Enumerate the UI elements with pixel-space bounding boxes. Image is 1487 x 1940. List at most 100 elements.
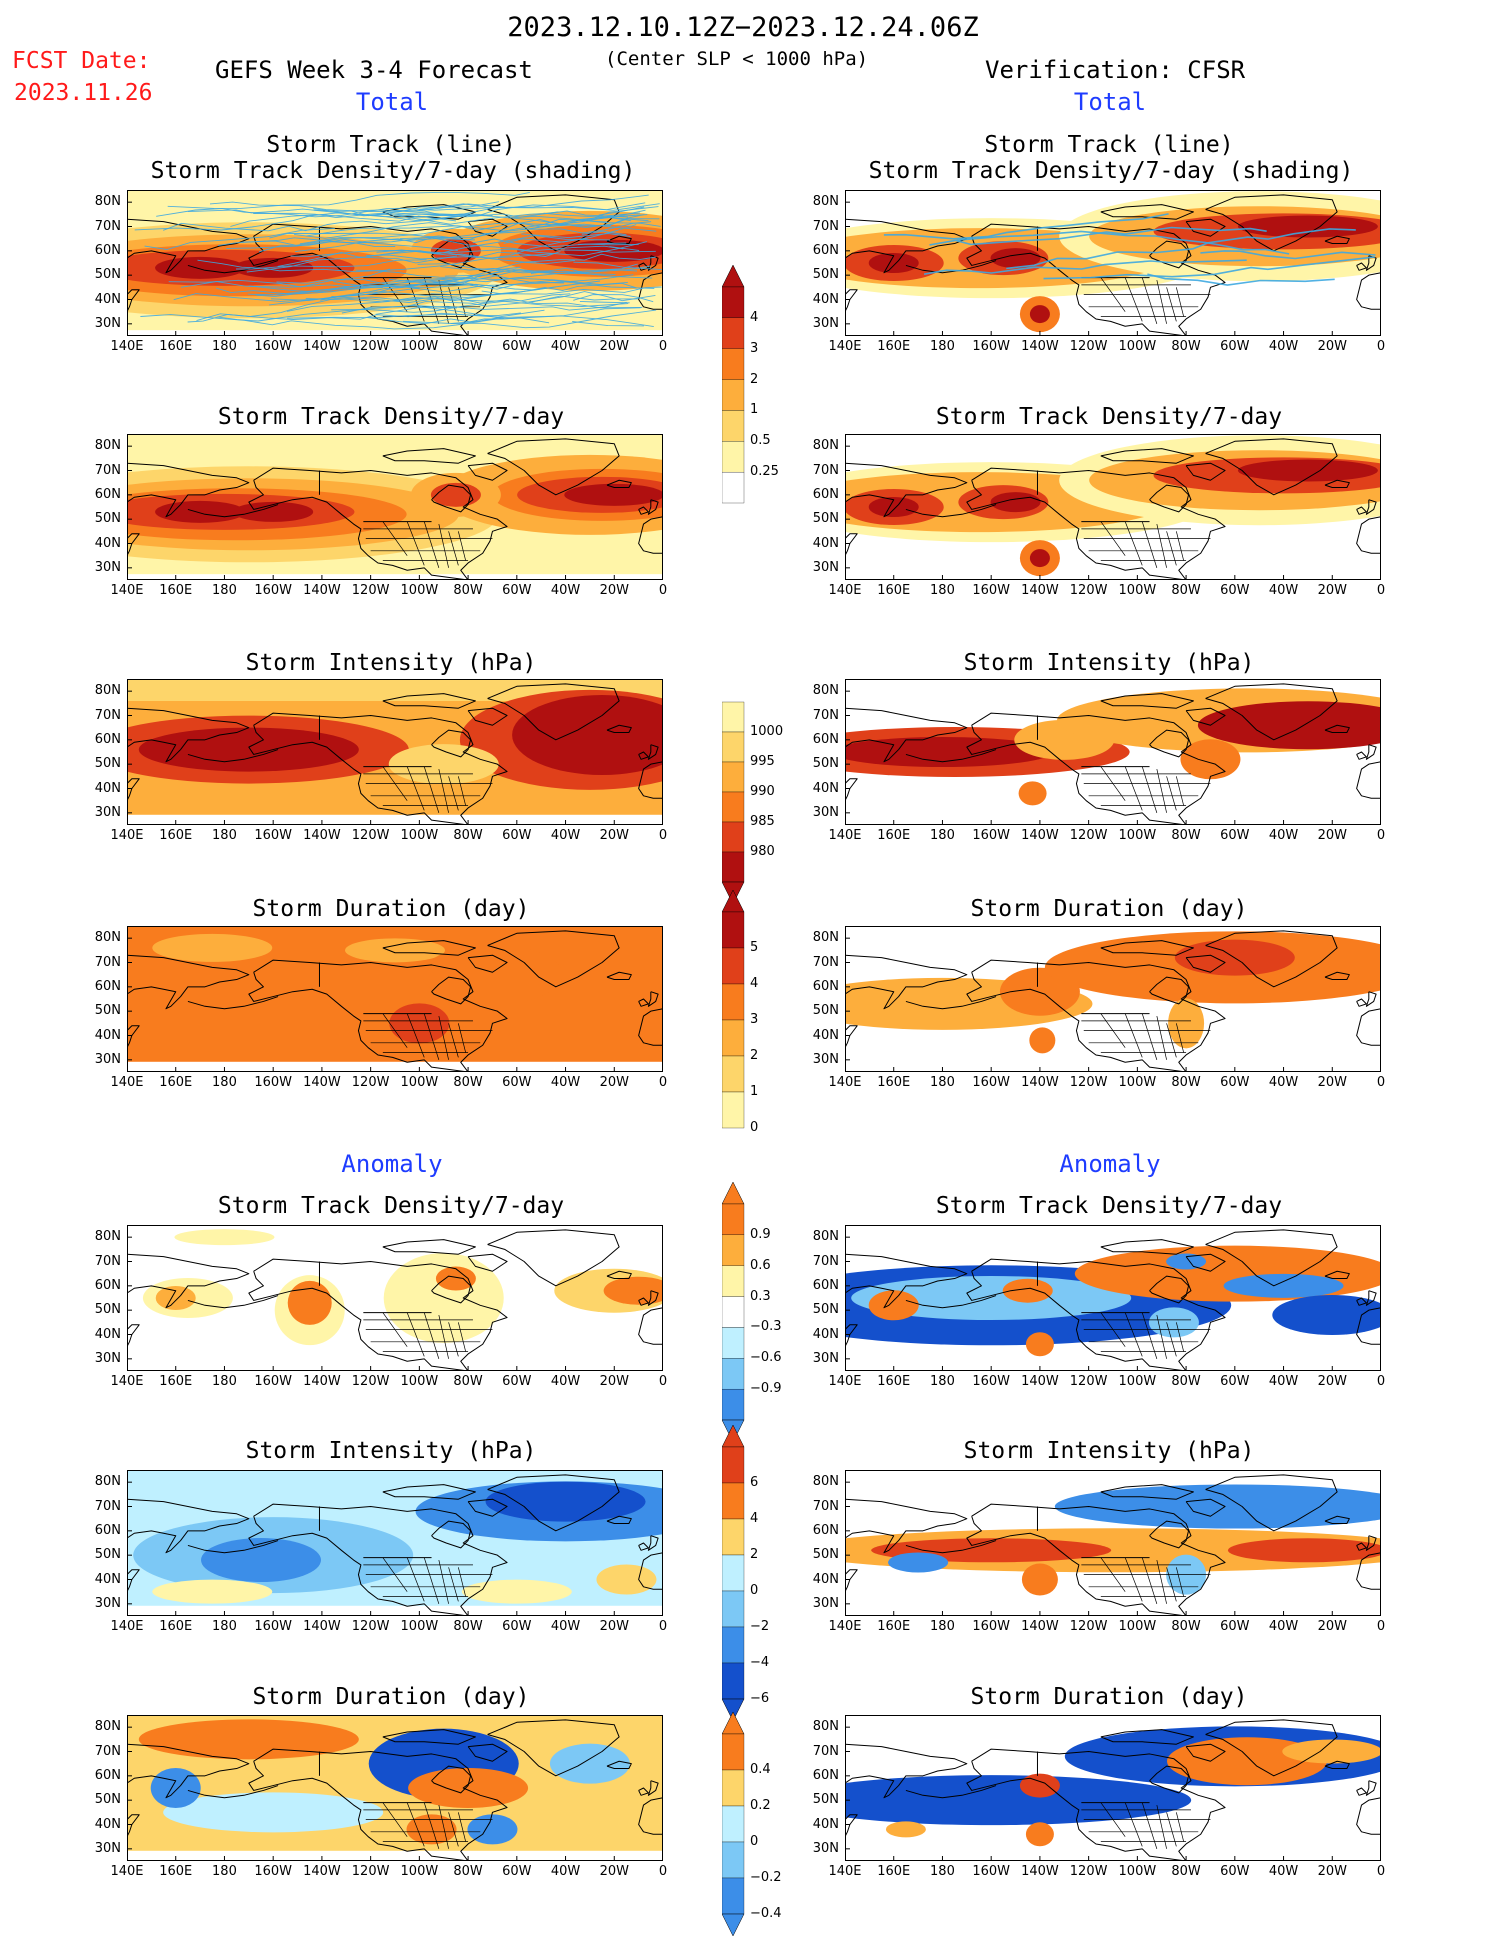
lon-label: 180 [930, 1374, 955, 1389]
lat-label: 30N [812, 804, 839, 820]
lon-label: 0 [1376, 1864, 1386, 1879]
lon-label: 60W [1220, 583, 1250, 598]
lon-label: 120W [1069, 1374, 1108, 1389]
lon-label: 40W [1268, 1075, 1299, 1090]
lon-label: 140E [828, 1619, 862, 1634]
lon-label: 140E [828, 339, 862, 354]
forecast-storm-duration-panel-map [127, 926, 663, 1072]
lon-label: 160E [877, 583, 911, 598]
lat-label: 80N [94, 1229, 121, 1245]
lon-label: 160E [159, 583, 193, 598]
lat-label: 60N [94, 1522, 121, 1538]
lat-label: 70N [812, 1253, 839, 1269]
lon-label: 100W [1118, 1374, 1157, 1389]
lat-label: 40N [94, 780, 121, 796]
lon-label: 100W [1118, 1619, 1157, 1634]
lon-label: 20W [1317, 339, 1347, 354]
lat-label: 60N [94, 731, 121, 747]
lat-label: 50N [812, 267, 839, 283]
lat-label: 80N [94, 683, 121, 699]
lat-label: 30N [812, 1051, 839, 1067]
lon-label: 120W [1069, 583, 1108, 598]
intensity-anomaly-colorbar: 6 4 2 0 −2 −4 −6 [721, 1424, 769, 1725]
lon-label: 20W [599, 1864, 629, 1879]
lon-label: 140W [1021, 1075, 1059, 1090]
lon-label: 160E [159, 828, 193, 843]
lon-label: 180 [212, 339, 237, 354]
colorbar-tick-label: 3 [750, 1012, 759, 1027]
lon-label: 120W [1069, 1619, 1108, 1634]
lon-label: 160W [254, 1619, 293, 1634]
colorbar-tick-label: 0.6 [750, 1257, 771, 1273]
lon-label: 60W [502, 339, 532, 354]
left-intensity-title: Storm Intensity (hPa) [245, 650, 537, 676]
lon-label: 160W [254, 828, 293, 843]
lat-label: 70N [812, 462, 839, 478]
colorbar-tick-label: 2 [750, 1547, 759, 1562]
left-density-title: Storm Track Density/7-day [217, 404, 565, 430]
lon-label: 0 [658, 1864, 668, 1879]
lat-label: 80N [94, 1719, 121, 1735]
lon-label: 140W [303, 339, 341, 354]
lon-label: 140E [828, 828, 862, 843]
fcst-date: 2023.11.26 [14, 80, 153, 106]
lon-label: 120W [351, 339, 390, 354]
lon-label: 0 [658, 828, 668, 843]
lon-label: 0 [658, 1619, 668, 1634]
left-density-anom-title: Storm Track Density/7-day [217, 1193, 565, 1219]
verification-track-density-anomaly-panel: 140E 160E 180 160W 140W 120W 100W 80W 60W 40W 20W 0… [813, 1225, 1385, 1388]
lon-label: 180 [212, 1374, 237, 1389]
lat-label: 80N [94, 194, 121, 210]
colorbar-tick-label: 1000 [750, 724, 784, 739]
colorbar-tick-label: 3 [750, 340, 759, 356]
lon-label: 160E [877, 1075, 911, 1090]
right-anomaly-label: Anomaly [1059, 1150, 1161, 1178]
lon-label: 0 [658, 583, 668, 598]
lon-label: 100W [400, 1864, 439, 1879]
colorbar-tick-label: −0.6 [750, 1350, 782, 1366]
lat-label: 80N [94, 930, 121, 946]
lat-label: 30N [94, 1051, 121, 1067]
lon-label: 140E [110, 828, 144, 843]
lon-label: 60W [502, 828, 532, 843]
lat-label: 50N [812, 1302, 839, 1318]
colorbar-tick-label: 0.2 [750, 1798, 771, 1813]
lon-label: 140W [303, 1075, 341, 1090]
lon-label: 60W [1220, 1374, 1250, 1389]
lon-label: 120W [1069, 1075, 1108, 1090]
lon-label: 100W [1118, 1075, 1157, 1090]
lon-label: 140W [303, 1619, 341, 1634]
lat-label: 50N [94, 511, 121, 527]
verification-storm-intensity-anomaly-panel: 140E 160E 180 160W 140W 120W 100W 80W 60W 40W 20W 0… [813, 1470, 1385, 1633]
lon-label: 20W [1317, 1864, 1347, 1879]
lon-label: 20W [1317, 583, 1347, 598]
verification-storm-duration-anomaly-panel-map [845, 1715, 1381, 1861]
lat-label: 30N [94, 315, 121, 331]
lon-label: 140E [828, 1864, 862, 1879]
lon-label: 0 [1376, 828, 1386, 843]
lat-label: 30N [812, 1840, 839, 1856]
forecast-track-density-anomaly-panel-map [127, 1225, 663, 1371]
lat-label: 50N [812, 1792, 839, 1808]
lat-label: 40N [94, 291, 121, 307]
lon-label: 180 [930, 339, 955, 354]
date-range: 2023.12.10.12Z−2023.12.24.06Z [507, 12, 979, 43]
lon-label: 120W [351, 828, 390, 843]
forecast-storm-duration-anomaly-panel: 140E 160E 180 160W 140W 120W 100W 80W 60W 40W 20W 0… [95, 1715, 667, 1878]
lon-label: 120W [351, 1619, 390, 1634]
lon-label: 0 [658, 339, 668, 354]
lon-label: 160W [972, 1619, 1011, 1634]
density-anomaly-colorbar-bar [721, 1181, 745, 1443]
lon-label: 140W [1021, 1619, 1059, 1634]
forecast-track-density-panel-map [127, 434, 663, 580]
colorbar-tick-label: 2 [750, 371, 759, 387]
lon-label: 140W [1021, 1864, 1059, 1879]
lon-label: 100W [1118, 583, 1157, 598]
left-duration-anom-title: Storm Duration (day) [252, 1684, 530, 1710]
forecast-storm-intensity-panel: 140E 160E 180 160W 140W 120W 100W 80W 60W 40W 20W 0… [95, 679, 667, 842]
lat-label: 40N [94, 535, 121, 551]
lat-label: 70N [812, 954, 839, 970]
colorbar-tick-label: −0.2 [750, 1870, 782, 1885]
lon-label: 40W [550, 1075, 581, 1090]
lon-label: 140W [1021, 1374, 1059, 1389]
